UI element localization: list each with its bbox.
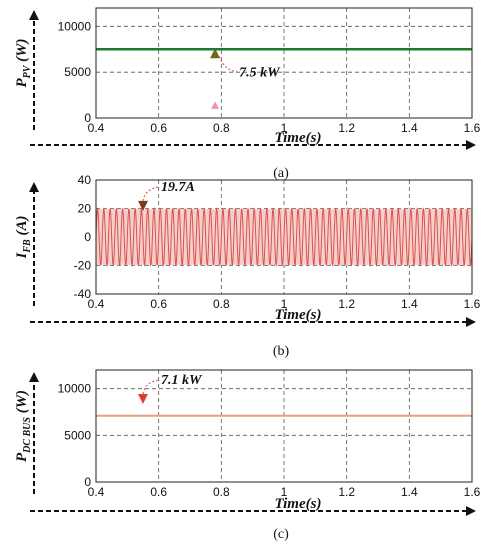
chart-panel-2: 0.4 0.6 0.8 1 1.2 1.4 1.6 -40 -20 0 20 40 Time(s) IFB… bbox=[14, 173, 481, 359]
annotation-arrow bbox=[138, 200, 148, 211]
annotation-marker bbox=[211, 101, 220, 109]
annotation-label: 7.1 kW bbox=[161, 373, 203, 388]
y-axis-label: PPV (W) bbox=[14, 38, 33, 87]
x-tick-label: 1.4 bbox=[401, 485, 418, 499]
x-axis-label: Time(s) bbox=[275, 130, 322, 146]
annotation-label: 7.5 kW bbox=[239, 65, 281, 80]
y-tick-label: -20 bbox=[74, 259, 92, 273]
x-tick-label: 0.8 bbox=[213, 485, 230, 499]
panel-caption: (b) bbox=[273, 344, 290, 359]
y-tick-label: 10000 bbox=[58, 382, 92, 396]
annotation-leader bbox=[218, 56, 238, 72]
y-tick-label: 20 bbox=[78, 202, 92, 216]
x-tick-label: 0.6 bbox=[150, 121, 167, 135]
x-tick-label: 0.8 bbox=[213, 297, 230, 311]
x-tick-label: 0.6 bbox=[150, 485, 167, 499]
x-tick-label: 1 bbox=[281, 485, 288, 499]
annotation-leader bbox=[142, 186, 160, 202]
y-axis-arrowhead bbox=[29, 372, 39, 382]
panel-caption: (a) bbox=[273, 166, 289, 181]
x-tick-label: 1.4 bbox=[401, 297, 418, 311]
plot-frame bbox=[95, 369, 473, 483]
x-axis-arrowhead bbox=[466, 317, 476, 327]
x-tick-label: 1.6 bbox=[464, 297, 481, 311]
current-waveform bbox=[95, 207, 473, 267]
y-tick-label: -40 bbox=[74, 287, 92, 301]
y-axis-label: IFB (A) bbox=[14, 216, 33, 260]
x-tick-label: 1.2 bbox=[338, 297, 355, 311]
x-tick-label: 1.2 bbox=[338, 121, 355, 135]
x-axis-arrowhead bbox=[466, 140, 476, 150]
annotation-leader bbox=[142, 379, 160, 395]
annotation-arrow bbox=[210, 48, 221, 59]
x-tick-label: 1 bbox=[281, 121, 288, 135]
x-tick-label: 0.8 bbox=[213, 121, 230, 135]
annotation-arrow bbox=[138, 394, 148, 404]
x-tick-label: 0.6 bbox=[150, 297, 167, 311]
y-axis-arrowhead bbox=[29, 10, 39, 20]
x-axis-label: Time(s) bbox=[275, 307, 322, 323]
y-tick-label: 0 bbox=[84, 230, 91, 244]
y-tick-label: 5000 bbox=[64, 428, 91, 442]
panel-caption: (c) bbox=[273, 527, 289, 542]
x-tick-label: 1.4 bbox=[401, 121, 418, 135]
x-tick-label: 1.6 bbox=[464, 121, 481, 135]
x-tick-label: 0.4 bbox=[88, 485, 105, 499]
y-tick-label: 0 bbox=[84, 111, 91, 125]
x-tick-label: 1.6 bbox=[464, 485, 481, 499]
plot-frame bbox=[95, 179, 473, 295]
y-tick-label: 10000 bbox=[58, 19, 92, 33]
x-tick-label: 0.4 bbox=[88, 121, 105, 135]
y-tick-label: 0 bbox=[84, 475, 91, 489]
x-tick-label: 1 bbox=[281, 297, 288, 311]
y-axis-arrowhead bbox=[29, 182, 39, 192]
y-axis-label: PDC BUS (W) bbox=[14, 390, 33, 462]
x-axis-label: Time(s) bbox=[275, 496, 322, 512]
plot-frame bbox=[95, 7, 473, 119]
chart-panel-1: 0.4 0.6 0.8 1 1.2 1.4 1.6 0 5000 10000 Time(s) PPV … bbox=[14, 7, 481, 181]
y-tick-label: 40 bbox=[78, 173, 92, 187]
x-tick-label: 0.4 bbox=[88, 297, 105, 311]
x-tick-label: 1.2 bbox=[338, 485, 355, 499]
annotation-label: 19.7A bbox=[161, 180, 195, 195]
chart-panel-3: 0.4 0.6 0.8 1 1.2 1.4 1.6 0 5000 10000 Time(s) PDC … bbox=[14, 369, 481, 542]
y-tick-label: 5000 bbox=[64, 65, 91, 79]
x-axis-arrowhead bbox=[466, 506, 476, 516]
